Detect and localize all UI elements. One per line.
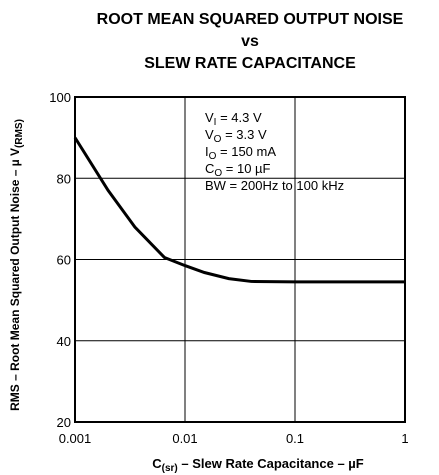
line — [73, 136, 405, 284]
y-axis-label-part: RMS – Root Mean Squared Output Noise – µ… — [8, 148, 22, 411]
annotation-part: O — [214, 134, 222, 145]
annotation: VI = 4.3 V — [205, 110, 262, 128]
annotation-part: = 4.3 V — [216, 110, 261, 125]
annotation: CO = 10 µF — [205, 161, 271, 179]
x-tick-label: 0.01 — [172, 431, 197, 446]
x-tick-label: 1 — [401, 431, 408, 446]
y-axis-label: RMS – Root Mean Squared Output Noise – µ… — [8, 119, 25, 411]
y-tick-label: 20 — [57, 415, 71, 430]
annotation-part: O — [214, 168, 222, 179]
annotation-part: I — [205, 144, 209, 159]
x-tick-label: 0.001 — [59, 431, 92, 446]
chart-title: ROOT MEAN SQUARED OUTPUT NOISE — [97, 11, 404, 28]
annotation-part: I — [214, 117, 217, 128]
annotation: IO = 150 mA — [205, 144, 276, 162]
annotation-part: V — [205, 127, 214, 142]
annotation: VO = 3.3 V — [205, 127, 267, 145]
annotation-part: = 10 µF — [222, 161, 270, 176]
y-tick-label: 60 — [57, 253, 71, 268]
chart-title: vs — [241, 33, 259, 50]
x-tick-label: 0.1 — [286, 431, 304, 446]
annotation-part: = 150 mA — [216, 144, 276, 159]
y-tick-label: 80 — [57, 171, 71, 186]
chart-title: SLEW RATE CAPACITANCE — [144, 55, 356, 72]
x-axis-label-part: – Slew Rate Capacitance – µF — [178, 456, 364, 471]
y-tick-label: 100 — [49, 90, 71, 105]
annotation: BW = 200Hz to 100 kHz — [205, 178, 344, 193]
annotation-part: BW = 200Hz to 100 kHz — [205, 178, 344, 193]
y-axis-label-part: (RMS) — [14, 119, 25, 148]
x-axis-label-part: C — [152, 456, 162, 471]
annotation-part: = 3.3 V — [221, 127, 266, 142]
plot-frame — [74, 96, 406, 423]
x-axis-label: C(sr) – Slew Rate Capacitance – µF — [152, 456, 364, 474]
y-tick-label: 40 — [57, 334, 71, 349]
annotation-part: V — [205, 110, 214, 125]
x-axis-label-part: (sr) — [162, 463, 178, 474]
annotation-part: O — [209, 151, 217, 162]
annotation-part: C — [205, 161, 214, 176]
